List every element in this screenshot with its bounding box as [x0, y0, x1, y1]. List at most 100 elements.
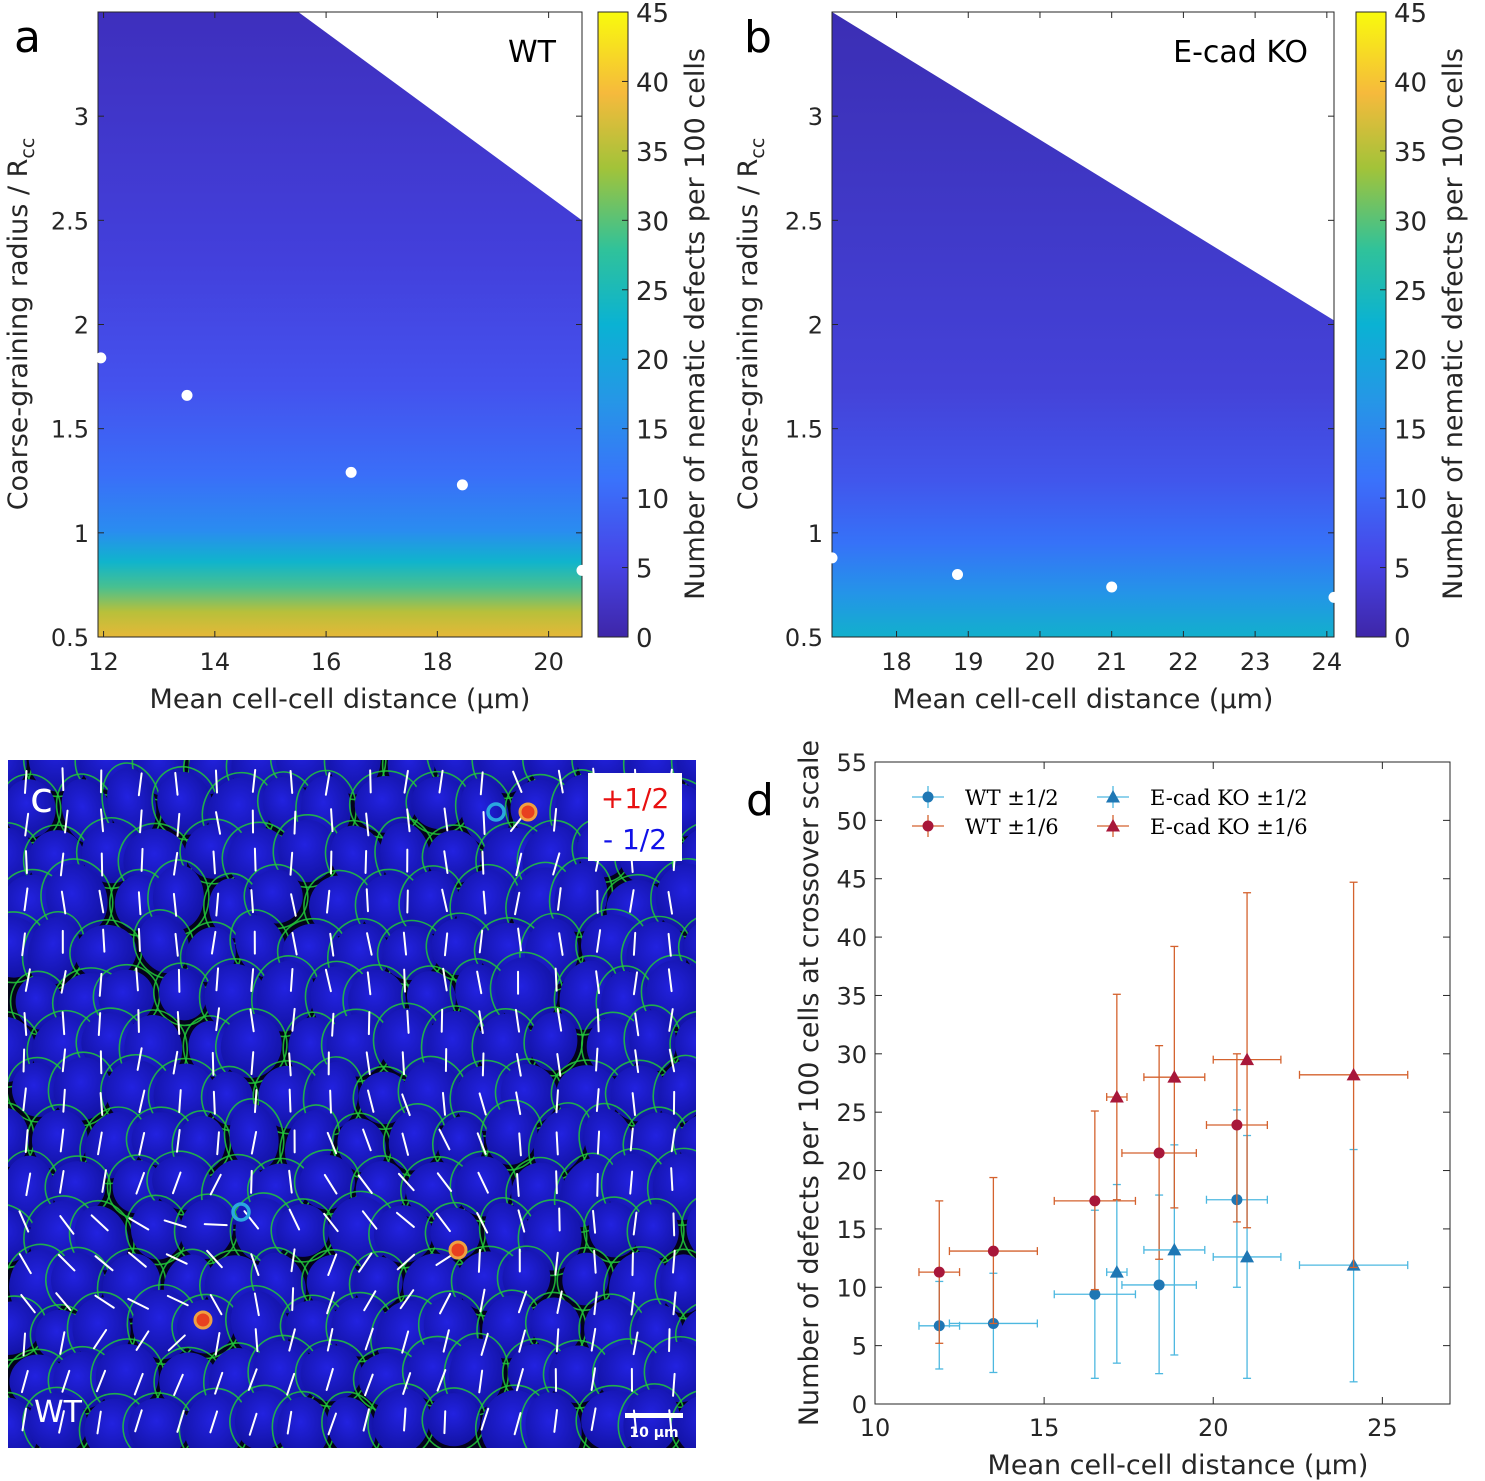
- data-point: [1089, 1195, 1101, 1207]
- panel-c-image-label: WT: [34, 1395, 83, 1430]
- director-rod: [327, 1412, 337, 1436]
- director-rod: [552, 852, 561, 876]
- y-tick-label: 3: [808, 103, 823, 131]
- data-point: [1240, 1249, 1255, 1263]
- director-rod: [435, 1212, 451, 1233]
- director-rod: [290, 1248, 296, 1273]
- director-rod: [288, 1208, 301, 1231]
- y-tick-label: 0: [852, 1391, 867, 1419]
- cell-nucleus: [220, 1013, 282, 1079]
- colorbar-tick-label: 10: [636, 485, 669, 515]
- plot-a-axes: 12 14 16 18 20 0.5 1 1.5 2 2.5 3: [51, 12, 582, 676]
- director-rod: [139, 809, 143, 834]
- director-rod: [136, 1047, 143, 1071]
- director-rod: [515, 1053, 522, 1077]
- cell-nucleus: [157, 771, 213, 835]
- director-rod: [250, 1253, 260, 1277]
- director-rod: [214, 1371, 224, 1395]
- director-rod: [596, 1130, 601, 1155]
- x-tick-label: 21: [1096, 648, 1127, 676]
- director-rod: [513, 1412, 522, 1436]
- cell-nucleus: [138, 914, 190, 974]
- director-rod: [481, 850, 485, 875]
- cell-nucleus: [525, 1392, 582, 1448]
- director-rod: [668, 1048, 676, 1073]
- director-rod: [558, 932, 564, 956]
- data-point: [1346, 1067, 1361, 1081]
- director-rod: [250, 889, 254, 914]
- cell-nucleus: [95, 1344, 159, 1410]
- colorbar-tick-label: 45: [636, 0, 669, 29]
- director-rod: [174, 771, 179, 796]
- director-rod: [517, 927, 522, 952]
- director-rod: [23, 1012, 28, 1036]
- cell-nucleus: [629, 1010, 677, 1072]
- plot-b-crossover-points: [826, 552, 1340, 603]
- cell-nucleus: [658, 1060, 696, 1123]
- legend-entry-label: WT ±1/6: [965, 815, 1059, 839]
- director-rod: [478, 1092, 487, 1116]
- director-rod: [555, 1131, 559, 1156]
- director-rod: [249, 1008, 255, 1033]
- director-rod: [23, 770, 28, 794]
- cell-nucleus: [53, 1057, 111, 1121]
- director-rod: [595, 929, 602, 953]
- cell-nucleus: [404, 870, 460, 934]
- director-rod: [90, 1214, 109, 1232]
- plot-d-series: [918, 881, 1409, 1383]
- director-rod: [18, 1210, 30, 1233]
- cell-nucleus: [676, 760, 696, 793]
- cell-membrane: [22, 1386, 94, 1448]
- cell-membrane: [680, 1193, 696, 1269]
- director-rod: [61, 1048, 67, 1073]
- cell-nucleus: [8, 1107, 30, 1168]
- colorbar-b-ticks: 0 5 10 15 20 25 30 35 40 45: [1380, 0, 1427, 654]
- scale-bar: [625, 1413, 683, 1418]
- director-rod: [102, 928, 106, 953]
- director-rod: [478, 929, 484, 954]
- panel-a-ylabel: Coarse-graining radius / Rcc: [3, 138, 39, 511]
- cell-membrane: [705, 1048, 771, 1126]
- director-rod: [250, 1130, 258, 1155]
- director-rod: [215, 1007, 220, 1032]
- director-rod: [176, 1010, 181, 1035]
- director-rod: [137, 891, 142, 916]
- cell-nucleus: [98, 969, 155, 1025]
- cell-nucleus: [8, 827, 36, 888]
- director-rod: [443, 932, 449, 957]
- y-tick-label: 2.5: [51, 207, 89, 235]
- director-rod: [176, 1128, 181, 1153]
- cell-membrane: [701, 961, 774, 1042]
- director-rod: [209, 1410, 219, 1434]
- director-rod: [291, 1007, 296, 1032]
- legend-minus-half: - 1/2: [603, 823, 667, 856]
- cell-nucleus: [678, 1113, 696, 1168]
- director-rod: [293, 810, 297, 835]
- colorbar-tick-label: 35: [1394, 138, 1427, 168]
- director-rod: [58, 1410, 65, 1434]
- x-tick-label: 19: [953, 648, 984, 676]
- director-rod: [439, 1292, 452, 1315]
- director-rod: [369, 769, 372, 794]
- cell-nucleus: [31, 1109, 88, 1171]
- cell-membrane: [702, 862, 770, 945]
- director-rod: [442, 967, 448, 992]
- x-tick-label: 25: [1367, 1414, 1398, 1442]
- director-rod: [176, 812, 181, 837]
- director-rod: [557, 769, 564, 794]
- director-rod: [127, 1251, 147, 1268]
- colorbar-tick-label: 10: [1394, 485, 1427, 515]
- cell-nucleus: [27, 916, 80, 986]
- director-rod: [137, 772, 143, 797]
- director-rod: [324, 968, 332, 993]
- panel-a-letter: a: [14, 12, 41, 63]
- panel-d-xlabel: Mean cell-cell distance (µm): [988, 1450, 1369, 1481]
- director-rod: [95, 1369, 107, 1393]
- plus-half-defect-marker: [518, 802, 538, 822]
- cell-nucleus: [431, 918, 488, 976]
- director-rod: [251, 768, 257, 793]
- director-rod: [515, 1368, 524, 1392]
- director-rod: [288, 1328, 296, 1352]
- director-rod: [323, 1173, 338, 1195]
- director-rod: [517, 1209, 526, 1233]
